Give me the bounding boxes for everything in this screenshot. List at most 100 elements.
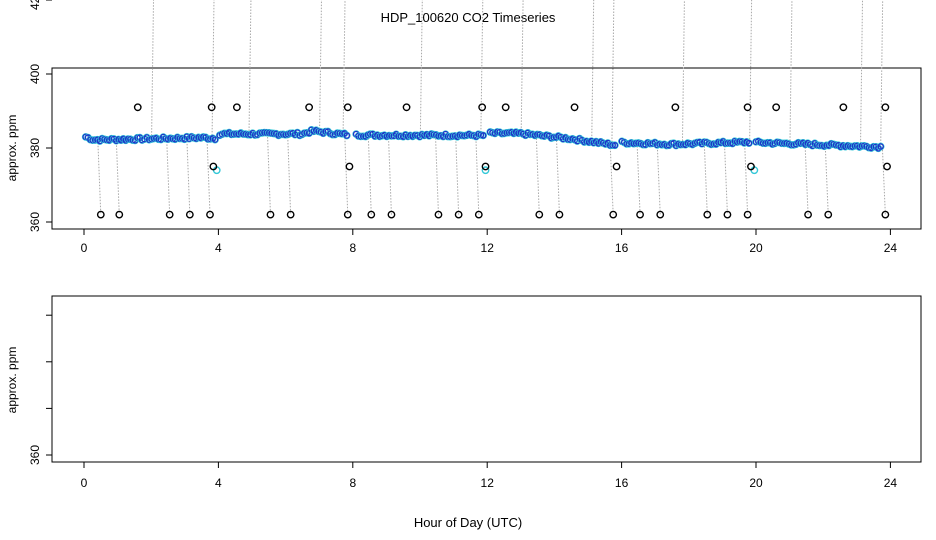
panel1-cal-point bbox=[772, 103, 781, 112]
panel1-cal-point bbox=[570, 103, 579, 112]
panel1-cal-trace bbox=[824, 145, 829, 215]
panel1-cal-point bbox=[481, 162, 490, 171]
panel1-point bbox=[745, 139, 753, 147]
panel1-cal-trace bbox=[248, 0, 252, 134]
panel2-frame bbox=[51, 295, 922, 463]
panel1-cal-point bbox=[165, 210, 174, 219]
panel1-cal-point bbox=[636, 210, 644, 219]
panel1-cal-trace bbox=[434, 135, 439, 215]
panel1-cal-point bbox=[343, 103, 352, 112]
panel1-cal-trace bbox=[206, 138, 211, 215]
panel2-y-axis-label: approx. ppm bbox=[5, 347, 19, 414]
panel1-cal-trace bbox=[744, 142, 749, 215]
panel1-x-tick-label: 12 bbox=[481, 241, 495, 255]
panel1-cal-point bbox=[96, 210, 105, 219]
panel1-cal-point bbox=[402, 103, 411, 112]
panel1-cal-trace bbox=[611, 0, 615, 146]
panel2-x-tick-label: 4 bbox=[215, 476, 222, 490]
panel1-cal-trace bbox=[723, 142, 728, 215]
panel1-cal-point bbox=[747, 162, 755, 171]
panel2-x-tick-label: 20 bbox=[749, 476, 763, 490]
panel1-cal-point bbox=[478, 103, 487, 112]
panel1-secondary-point bbox=[481, 166, 490, 175]
panel1-cal-point bbox=[286, 210, 295, 219]
panel1-cal-trace bbox=[656, 143, 661, 215]
panel1-x-tick-label: 8 bbox=[349, 241, 356, 255]
panel1-cal-trace bbox=[555, 137, 560, 215]
panel1-cal-trace bbox=[287, 133, 292, 215]
panel1-cal-trace bbox=[211, 0, 215, 139]
panel1-cal-trace bbox=[749, 0, 753, 143]
panel1-cal-point bbox=[824, 210, 833, 219]
panel1-cal-trace bbox=[475, 135, 480, 215]
panel1-cal-trace bbox=[535, 135, 540, 215]
panel1-cal-point bbox=[839, 103, 848, 112]
panel1-cal-trace bbox=[151, 0, 155, 139]
panel1-x-tick-label: 24 bbox=[884, 241, 898, 255]
panel2-point-label: 3 bbox=[884, 0, 891, 2]
panel1-cal-point bbox=[743, 103, 752, 112]
panel2-x-tick-label: 8 bbox=[349, 476, 356, 490]
panel1-x-tick-label: 4 bbox=[215, 241, 222, 255]
panel1-cal-trace bbox=[115, 139, 120, 215]
panel1-cal-trace bbox=[367, 135, 372, 215]
panel1-cal-trace bbox=[319, 0, 322, 133]
panel1-cal-trace bbox=[703, 143, 708, 215]
panel2-x-tick-label: 16 bbox=[615, 476, 629, 490]
panel1-cal-point bbox=[232, 103, 241, 112]
panel1-cal-point bbox=[367, 210, 376, 219]
panel1-cal-point bbox=[345, 162, 354, 171]
panel1-cal-trace bbox=[520, 0, 524, 134]
panel1-point bbox=[877, 143, 884, 150]
panel1-cal-point bbox=[185, 210, 194, 219]
panel1-y-tick-label: 380 bbox=[28, 138, 42, 158]
panel1-cal-trace bbox=[186, 137, 191, 215]
panel1-point bbox=[611, 142, 619, 149]
panel1-cal-trace bbox=[681, 0, 685, 144]
panel1-cal-point bbox=[266, 210, 275, 219]
panel1-cal-point bbox=[723, 210, 732, 219]
panel1-cal-point bbox=[133, 103, 142, 112]
panel1-cal-trace bbox=[387, 135, 392, 215]
panel1-cal-point bbox=[804, 210, 812, 219]
panel1-cal-trace bbox=[97, 139, 102, 215]
panel1-cal-trace bbox=[166, 138, 171, 215]
panel1-cal-point bbox=[535, 210, 544, 219]
panel1-x-tick-label: 20 bbox=[749, 241, 763, 255]
panel1-point bbox=[479, 132, 487, 139]
panel1-cal-point bbox=[703, 210, 712, 219]
panel1-cal-point bbox=[656, 210, 665, 219]
panel1-cal-trace bbox=[342, 0, 346, 135]
panel1-y-tick-label: 400 bbox=[28, 64, 42, 84]
panel1-y-axis-label: approx. ppm bbox=[5, 115, 19, 182]
panel1-cal-trace bbox=[881, 146, 886, 215]
panel1-y-tick-label: 420 bbox=[28, 0, 42, 10]
chart-title: HDP_100620 CO2 Timeseries bbox=[380, 10, 556, 25]
panel2-x-tick-label: 12 bbox=[481, 476, 495, 490]
panel1-y-tick-label: 360 bbox=[28, 212, 42, 232]
panel1-cal-trace bbox=[609, 144, 614, 215]
panel1-cal-point bbox=[454, 210, 463, 219]
panel1-cal-point bbox=[434, 210, 443, 219]
panel1-cal-trace bbox=[804, 144, 809, 215]
panel1-cal-trace bbox=[344, 134, 349, 215]
panel1-cal-point bbox=[555, 210, 564, 219]
panel1-cal-trace bbox=[266, 133, 271, 215]
panel1-x-tick-label: 16 bbox=[615, 241, 629, 255]
panel1-cal-point bbox=[474, 210, 483, 219]
panel1-cal-point bbox=[883, 162, 891, 171]
panel1-cal-point bbox=[305, 103, 314, 112]
panel1-point bbox=[211, 136, 219, 143]
panel1-cal-point bbox=[609, 210, 618, 219]
panel1-cal-trace bbox=[455, 135, 460, 215]
panel1-cal-point bbox=[881, 210, 890, 219]
panel1-cal-trace bbox=[636, 143, 641, 215]
panel1-cal-point bbox=[115, 210, 124, 219]
panel1-cal-point bbox=[881, 103, 890, 112]
panel1-cal-point bbox=[207, 103, 216, 112]
panel1-cal-trace bbox=[880, 0, 884, 147]
panel2-x-tick-label: 24 bbox=[884, 476, 898, 490]
panel1-cal-point bbox=[387, 210, 396, 219]
